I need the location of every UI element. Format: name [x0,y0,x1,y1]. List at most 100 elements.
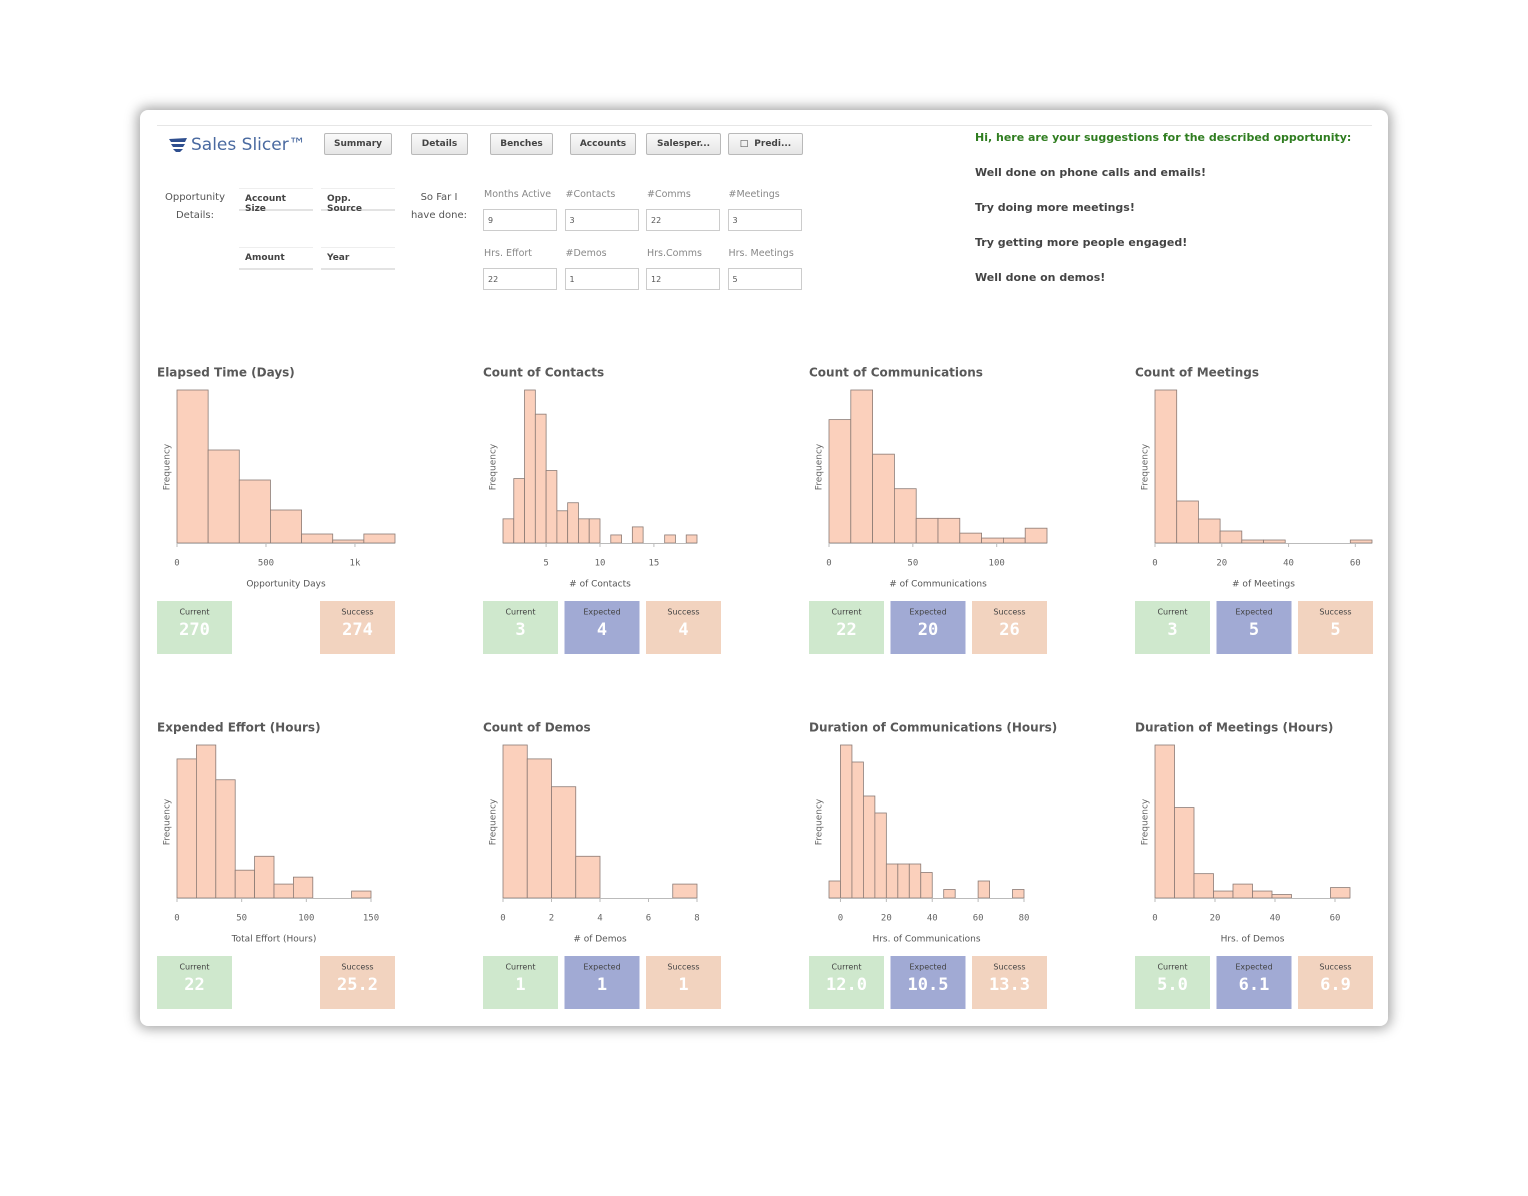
field-label: #Meetings [728,189,780,200]
opportunity-label: Opportunity Details: [164,192,225,221]
input[interactable]: 22 [646,209,720,231]
kpi-label: Current [1157,963,1187,972]
kpi-value: 3 [515,620,525,640]
kpi-card [972,956,1047,1009]
x-tick-label: 6 [646,914,651,924]
logo: Sales Slicer™ [168,135,306,155]
kpi-value: 270 [179,620,210,640]
kpi-label: Current [179,608,209,617]
field-label: Months Active [484,189,552,200]
kpi-label: Success [993,608,1025,617]
x-tick-label: 100 [989,559,1005,569]
field[interactable]: Year [321,247,395,270]
kpi-value: 1 [515,975,525,995]
y-axis-label: Frequency [489,443,499,490]
kpi-card [1216,601,1292,654]
nav-button[interactable]: Summary [324,133,392,155]
x-tick-label: 8 [694,914,699,924]
bar [534,413,547,544]
x-tick-label: 50 [907,559,918,569]
bar [851,761,864,899]
suggestion: Well done on demos! [975,271,1106,284]
kpi-value: 3 [1167,620,1177,640]
kpi-label: Current [831,963,861,972]
kpi-card [1135,956,1210,1009]
x-tick-label: 80 [1019,914,1030,924]
bar [850,389,873,544]
kpi-card [483,956,558,1009]
kpi-value: 10.5 [908,975,949,995]
input[interactable]: 9 [483,209,557,231]
bar [1024,527,1048,544]
field[interactable]: Account Size [239,188,313,214]
bar [363,533,396,544]
x-tick-label: 15 [648,559,659,569]
kpi-value: 4 [678,620,688,640]
kpi-label: Expected [1235,963,1272,972]
bar [513,478,525,544]
suggestion: Try getting more people engaged! [975,236,1188,249]
x-tick-label: 5 [543,559,548,569]
chart-title: Duration of Meetings (Hours) [1135,721,1333,735]
bar [840,744,853,899]
x-tick-label: 60 [1330,914,1341,924]
y-axis-label: Frequency [815,798,825,845]
x-tick-label: 0 [1152,914,1157,924]
suggestion: Well done on phone calls and emails! [975,166,1206,179]
bar [1003,537,1026,544]
bar [863,795,876,899]
kpi-card [1216,956,1292,1009]
field[interactable]: Opp. Source [321,188,395,214]
bar [1154,389,1178,544]
input[interactable]: 3 [727,209,802,231]
x-tick-label: 60 [1350,559,1361,569]
kpi-label: Success [993,963,1025,972]
x-tick-label: 10 [595,559,606,569]
field[interactable]: Amount [239,247,313,270]
nav-button[interactable]: Benches [490,133,553,155]
input[interactable]: 22 [483,268,557,290]
x-tick-label: 0 [174,914,179,924]
nav-button[interactable]: □ Predi... [728,133,803,155]
nav-button[interactable]: Salesper... [646,133,721,155]
bar [551,786,577,899]
input[interactable]: 12 [646,268,720,290]
suggestion: Try doing more meetings! [975,201,1135,214]
x-tick-label: 1k [350,559,361,569]
bar [672,883,698,899]
kpi-label: Current [831,608,861,617]
kpi-card [809,956,884,1009]
bar [943,889,956,899]
kpi-card [890,601,966,654]
bar [1263,539,1286,544]
bar [631,526,644,544]
bar [977,880,990,899]
bar [1252,890,1273,899]
bar [959,532,982,544]
chart-title: Count of Demos [483,721,591,735]
input[interactable]: 1 [564,268,639,290]
y-axis-label: Frequency [1141,798,1151,845]
kpi-value: 6.1 [1239,975,1270,995]
input[interactable]: 5 [727,268,802,290]
kpi-value: 274 [342,620,373,640]
kpi-card [1135,601,1210,654]
bar [578,518,590,544]
x-tick-label: 150 [363,914,379,924]
nav-button[interactable]: Details [411,133,468,155]
bar [254,855,275,899]
x-tick-label: 20 [1216,559,1227,569]
bar [981,537,1004,544]
bar [176,389,209,544]
bookmark-icon: □ [739,139,749,149]
input[interactable]: 3 [564,209,639,231]
x-tick-label: 20 [1210,914,1221,924]
field-label: #Comms [647,189,691,200]
kpi-value: 26 [999,620,1019,640]
nav-button[interactable]: Accounts [570,133,636,155]
kpi-card [320,601,395,654]
x-tick-label: 0 [174,559,179,569]
kpi-card [157,601,232,654]
field-label: #Demos [565,248,607,259]
